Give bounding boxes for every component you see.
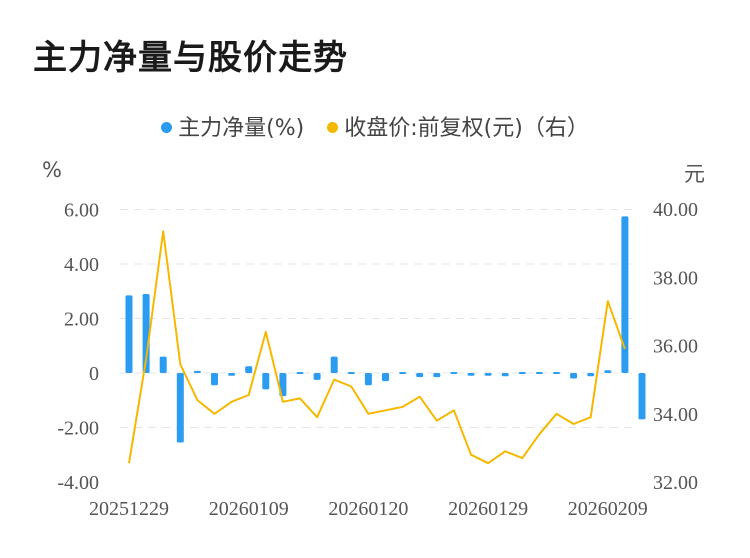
bar xyxy=(416,373,424,378)
legend: 主力净量(%) 收盘价:前复权(元)（右） xyxy=(0,110,750,142)
bar xyxy=(228,373,236,376)
left-tick-label: 6.00 xyxy=(64,200,99,222)
bar xyxy=(296,372,304,374)
bar xyxy=(553,372,560,374)
bar xyxy=(621,216,629,373)
bar xyxy=(262,373,270,390)
right-tick-label: 40.00 xyxy=(653,199,698,221)
bar xyxy=(279,373,287,397)
legend-label-main-net: 主力净量(%) xyxy=(178,116,305,141)
bar xyxy=(245,366,253,373)
right-tick-label: 32.00 xyxy=(653,472,698,494)
left-tick-label: 2.00 xyxy=(64,309,99,331)
bar xyxy=(159,356,167,373)
bar xyxy=(313,373,321,380)
bar xyxy=(193,370,201,373)
legend-item-main-net[interactable]: 主力净量(%) xyxy=(161,110,304,142)
x-tick-label: 20260209 xyxy=(568,498,648,520)
legend-item-close-price[interactable]: 收盘价:前复权(元)（右） xyxy=(327,110,589,142)
bar xyxy=(382,373,389,382)
bar xyxy=(570,373,578,379)
bar xyxy=(433,373,441,378)
bar xyxy=(467,373,475,376)
legend-label-close-price: 收盘价:前复权(元)（右） xyxy=(344,116,589,141)
chart-title: 主力净量与股价走势 xyxy=(33,38,348,78)
right-axis-unit: 元 xyxy=(684,162,705,186)
left-tick-label: 0 xyxy=(89,363,99,385)
left-axis-unit: % xyxy=(42,158,62,182)
bar xyxy=(587,373,595,377)
right-tick-label: 34.00 xyxy=(653,404,698,426)
bar xyxy=(176,373,184,443)
left-tick-label: 4.00 xyxy=(64,254,99,276)
bar xyxy=(399,372,407,374)
x-tick-label: 20260120 xyxy=(328,498,408,520)
x-tick-label: 20260129 xyxy=(448,498,528,520)
bar xyxy=(364,373,372,386)
bar xyxy=(518,372,526,374)
bar xyxy=(604,370,612,373)
bar xyxy=(535,372,543,374)
bar xyxy=(450,372,458,374)
x-tick-label: 20260109 xyxy=(209,498,289,520)
bar xyxy=(347,372,355,374)
left-tick-label: -4.00 xyxy=(57,472,99,494)
x-tick-label: 20251229 xyxy=(89,498,169,520)
bar xyxy=(125,295,133,373)
left-tick-label: -2.00 xyxy=(57,418,99,440)
legend-dot-blue xyxy=(161,121,173,133)
bar xyxy=(211,373,218,386)
price-line xyxy=(128,230,626,465)
right-tick-label: 36.00 xyxy=(653,336,698,358)
bar xyxy=(501,373,509,377)
bar xyxy=(638,373,646,420)
legend-dot-yellow xyxy=(327,121,339,133)
bar xyxy=(330,356,338,373)
bar xyxy=(484,373,492,376)
right-tick-label: 38.00 xyxy=(653,267,698,289)
